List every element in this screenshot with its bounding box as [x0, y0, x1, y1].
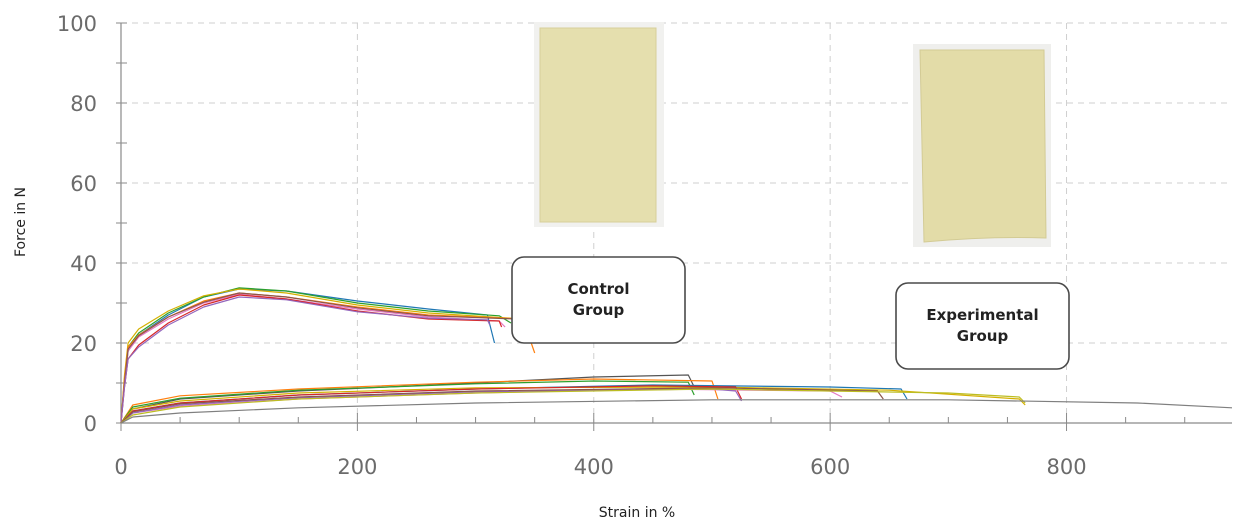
x-tick-label: 400 — [574, 455, 614, 479]
control-series-line-8 — [120, 296, 491, 424]
experimental-series-line-17 — [120, 387, 884, 424]
x-axis-label: Strain in % — [599, 505, 675, 520]
experimental-series-line-10 — [120, 378, 719, 424]
experimental-group-box: Experimental Group — [895, 282, 1070, 370]
x-tick-label: 200 — [337, 455, 377, 479]
experimental-series-line-19 — [120, 399, 1233, 424]
y-tick-label: 40 — [70, 252, 97, 276]
tick-labels: 0 20 40 60 80 100 0 200 400 600 800 — [57, 12, 1087, 479]
y-axis-label: Force in N — [13, 187, 29, 257]
experimental-series-line-15 — [120, 388, 843, 424]
experimental-series-line-13 — [120, 386, 1026, 424]
control-series-line-6 — [120, 292, 522, 424]
control-group-box: Control Group — [511, 256, 686, 344]
axes — [116, 22, 1232, 431]
experimental-series-line-14 — [120, 385, 743, 424]
y-tick-label: 20 — [70, 332, 97, 356]
y-tick-label: 0 — [84, 412, 97, 436]
experimental-group-label-line1: Experimental — [926, 306, 1038, 324]
y-tick-label: 80 — [70, 92, 97, 116]
y-tick-label: 100 — [57, 12, 97, 36]
experimental-series-line-11 — [120, 380, 695, 424]
series-lines — [120, 287, 1233, 424]
x-tick-label: 600 — [810, 455, 850, 479]
control-specimen-photo — [534, 22, 664, 227]
experimental-group-label-line2: Group — [957, 327, 1009, 345]
experimental-series-line-18 — [120, 388, 1026, 424]
x-tick-label: 800 — [1046, 455, 1086, 479]
x-tick-label: 0 — [114, 455, 127, 479]
y-tick-label: 60 — [70, 172, 97, 196]
control-group-label-line1: Control — [567, 280, 629, 298]
control-group-label-line2: Group — [573, 301, 625, 319]
experimental-series-line-16 — [120, 388, 743, 424]
experimental-specimen-photo — [913, 44, 1051, 247]
